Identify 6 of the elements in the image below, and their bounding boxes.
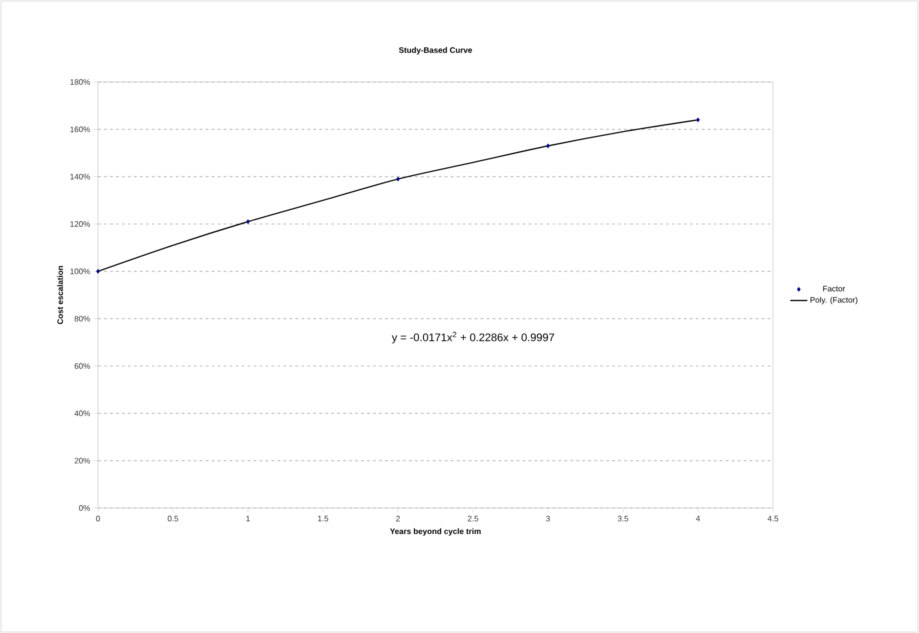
point <box>546 144 550 148</box>
point <box>96 268 100 274</box>
point <box>396 176 400 182</box>
annotation: y = -0.0171x$^{2}$ + 0.2286x + 0.9997 <box>392 332 554 344</box>
point <box>246 219 250 224</box>
point <box>696 117 700 122</box>
